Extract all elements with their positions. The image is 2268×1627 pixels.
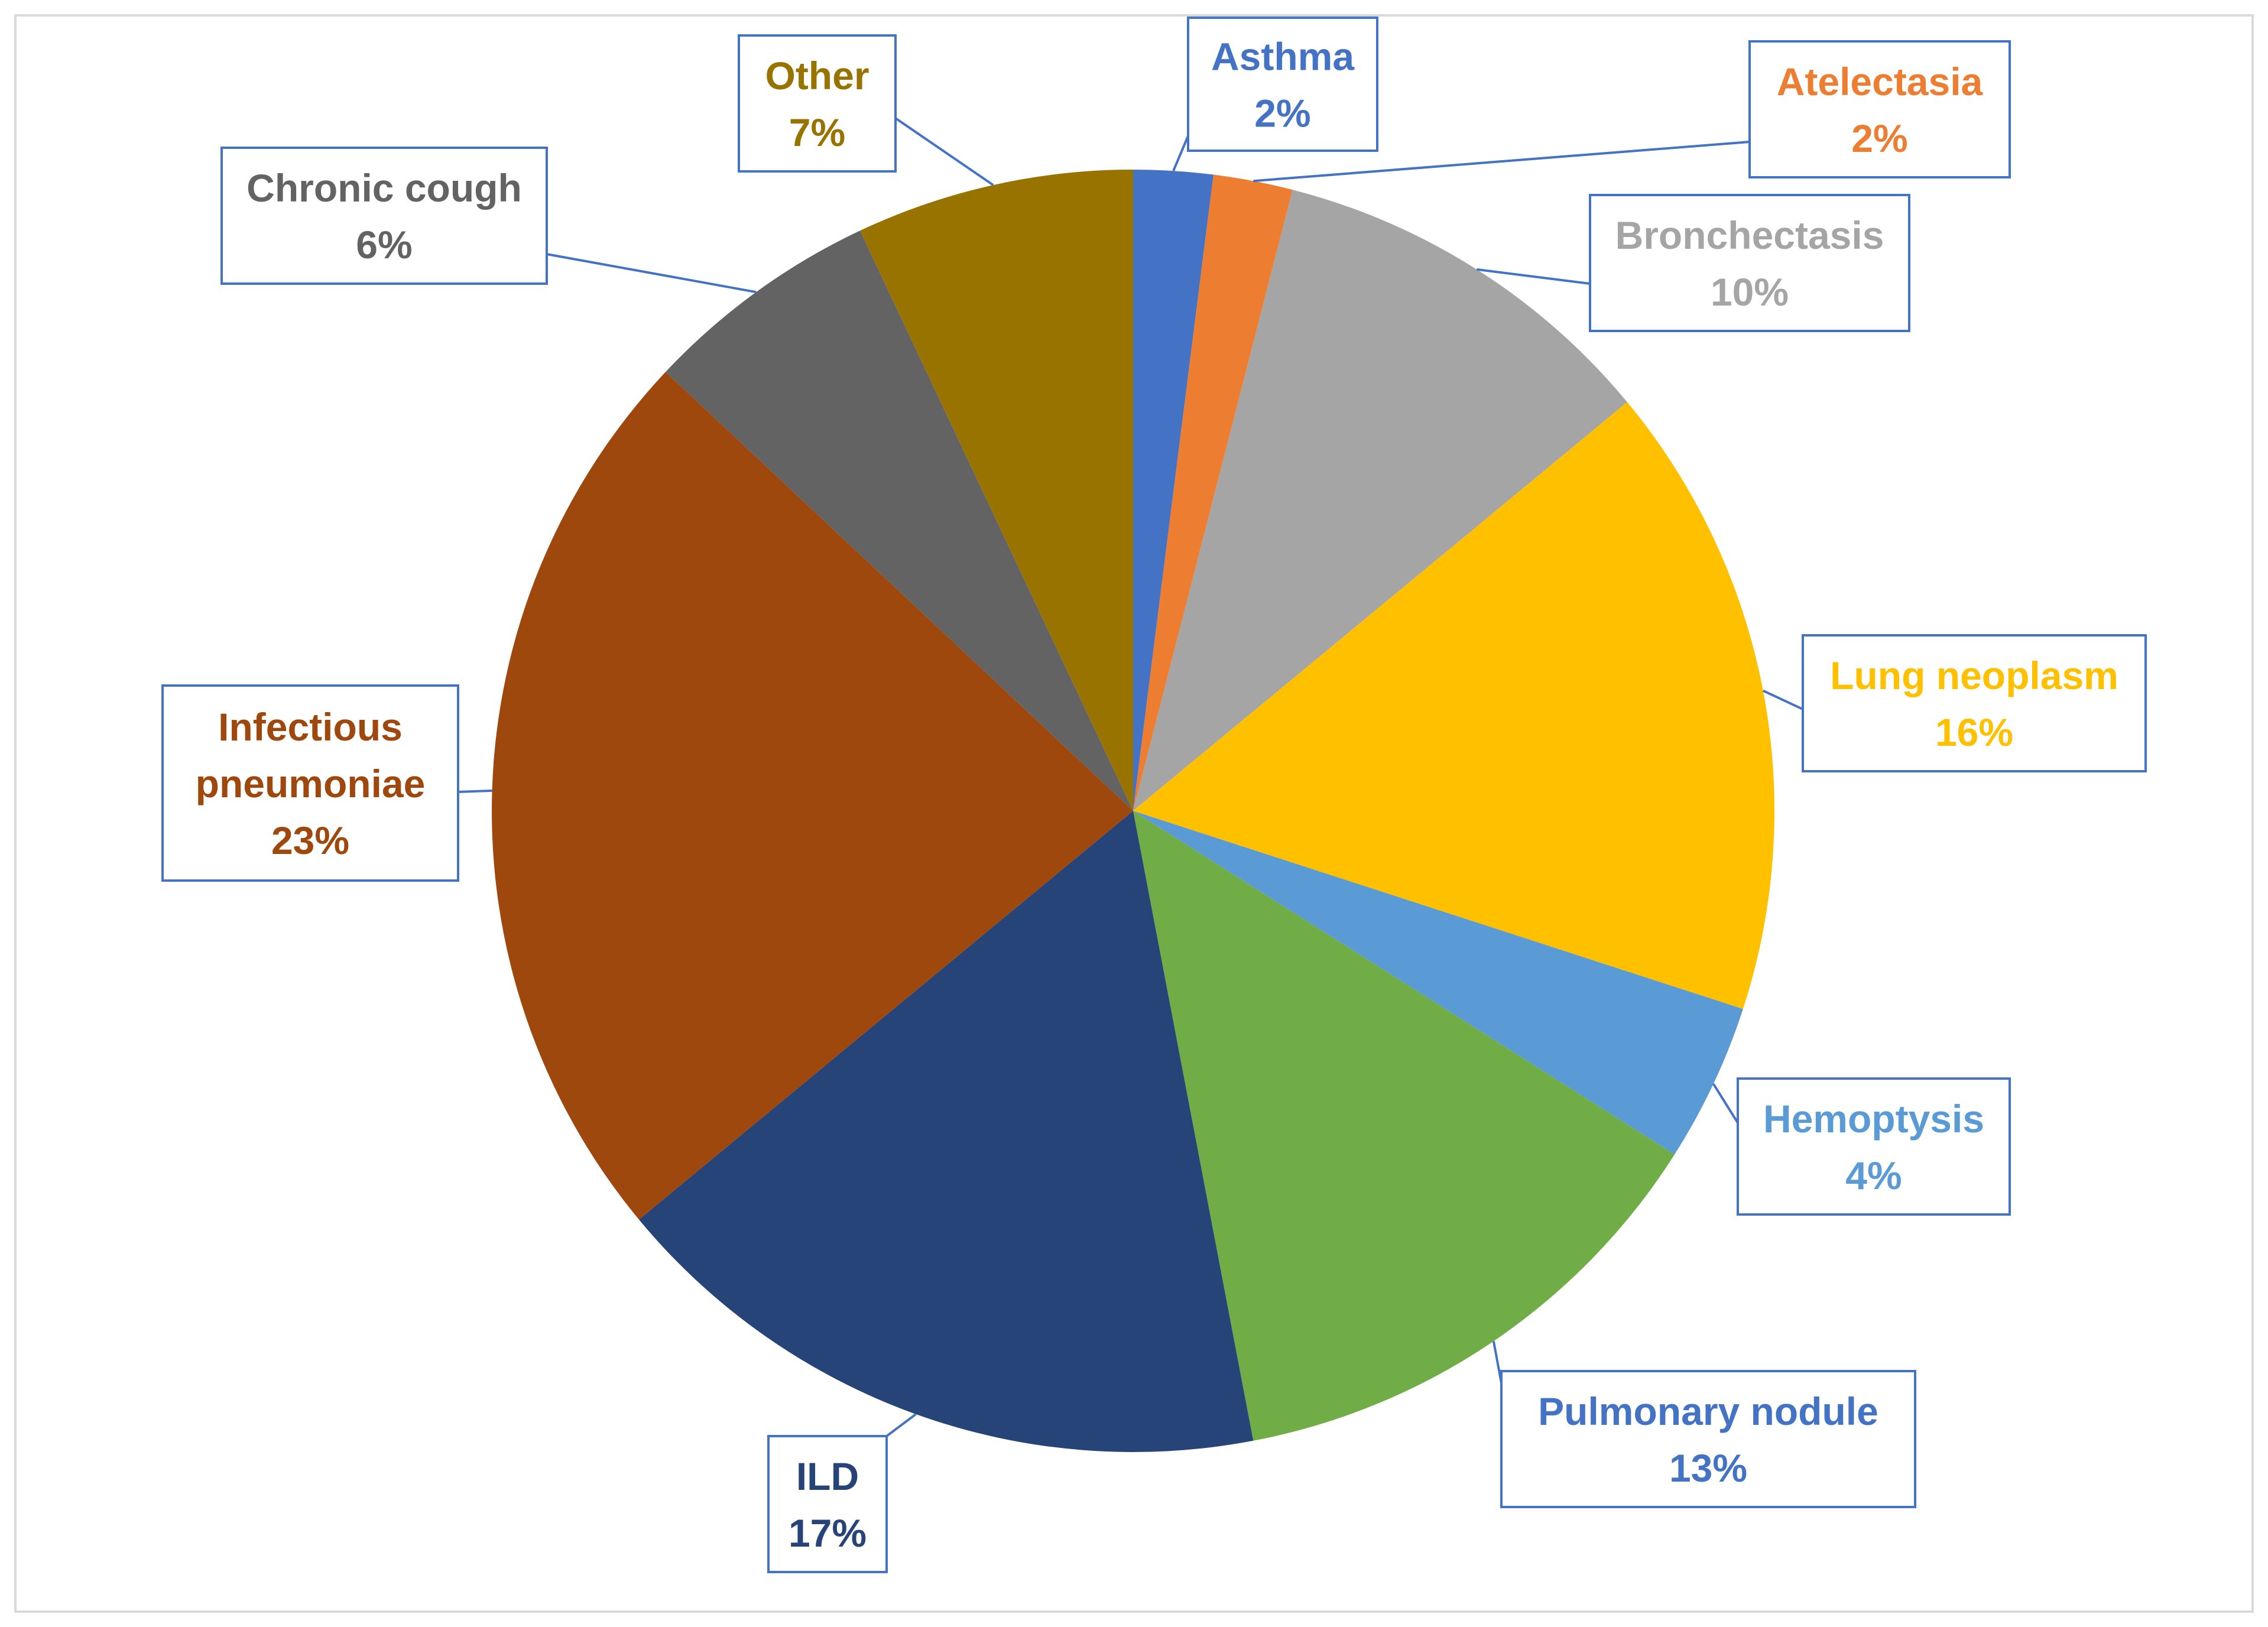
callout-ild: ILD 17% (767, 1435, 888, 1573)
callout-atelectasia: Atelectasia 2% (1748, 40, 2011, 178)
callout-category-label: Lung neoplasm (1830, 654, 2118, 697)
callout-lung-neoplasm: Lung neoplasm 16% (1802, 634, 2147, 772)
callout-category-label: Bronchectasis (1615, 213, 1884, 257)
callout-value-label: 10% (1711, 270, 1789, 314)
leader-line-other (894, 117, 994, 186)
callout-value-label: 13% (1669, 1446, 1747, 1490)
callout-box (767, 1435, 888, 1573)
callout-value-label: 23% (271, 819, 349, 862)
callout-category-label: Infectious (218, 705, 403, 749)
leader-line-asthma (1172, 135, 1189, 171)
callout-asthma: Asthma 2% (1187, 17, 1378, 152)
callout-category-label: Atelectasia (1777, 60, 1984, 103)
callout-value-label: 2% (1851, 116, 1907, 160)
pie-slice-bronchectasis (1133, 190, 1628, 811)
callout-value-label: 6% (356, 223, 412, 267)
callout-leaders (458, 117, 1803, 1437)
pie-slice-atelectasia (1133, 174, 1293, 811)
pie-slice-chronic-cough (666, 230, 1133, 811)
callout-hemoptysis: Hemoptysis 4% (1737, 1077, 2011, 1216)
pie-slice-pulmonary-nodule (1133, 811, 1675, 1441)
callout-box (1589, 194, 1910, 332)
leader-line-hemoptysis (1712, 1083, 1739, 1124)
callout-category-label: Asthma (1211, 35, 1355, 79)
pie-slice-infectious-pneumoniae (492, 372, 1133, 1220)
callout-category-label: Pulmonary nodule (1538, 1389, 1878, 1433)
pie-slice-asthma (1133, 170, 1214, 811)
callout-box (1748, 40, 2011, 178)
leader-line-atelectasia (1253, 141, 1750, 183)
callout-box (1802, 634, 2147, 772)
callout-value-label: 2% (1254, 92, 1310, 135)
callout-category-label: pneumoniae (196, 762, 426, 806)
leader-line-lung-neoplasm (1762, 689, 1803, 710)
callout-value-label: 4% (1845, 1154, 1902, 1197)
callout-box (1500, 1370, 1916, 1508)
callout-other: Other 7% (738, 34, 897, 173)
callout-box (1737, 1077, 2011, 1216)
callouts: Asthma 2% Atelectasia 2% Bronchectasis 10% Lun… (161, 17, 2147, 1573)
callout-box (220, 147, 548, 285)
callout-value-label: 17% (789, 1511, 867, 1555)
leader-line-chronic-cough (546, 253, 757, 294)
leader-line-bronchectasis (1477, 268, 1591, 285)
pie-slice-lung-neoplasm (1133, 402, 1774, 1009)
callout-box (161, 684, 459, 882)
callout-bronchectasis: Bronchectasis 10% (1589, 194, 1910, 332)
callout-category-label: ILD (796, 1454, 859, 1498)
callout-value-label: 16% (1935, 710, 2013, 754)
leader-line-pulmonary-nodule (1492, 1341, 1503, 1384)
callout-chronic-cough: Chronic cough 6% (220, 147, 548, 285)
callout-infectious-pneumoniae: Infectious pneumoniae 23% (161, 684, 459, 882)
callout-value-label: 7% (789, 111, 845, 154)
leader-line-ild (885, 1413, 917, 1437)
pie-slice-hemoptysis (1133, 811, 1743, 1155)
leader-line-infectious-pneumoniae (458, 789, 492, 793)
pie-slice-ild (638, 811, 1254, 1453)
pie-slices (492, 170, 1774, 1453)
callout-category-label: Other (765, 54, 869, 98)
pie-slice-other (860, 170, 1133, 811)
callout-box (1187, 17, 1378, 152)
callout-category-label: Hemoptysis (1763, 1097, 1984, 1141)
callout-pulmonary-nodule: Pulmonary nodule 13% (1500, 1370, 1916, 1508)
callout-box (738, 34, 897, 173)
callout-category-label: Chronic cough (246, 166, 522, 210)
